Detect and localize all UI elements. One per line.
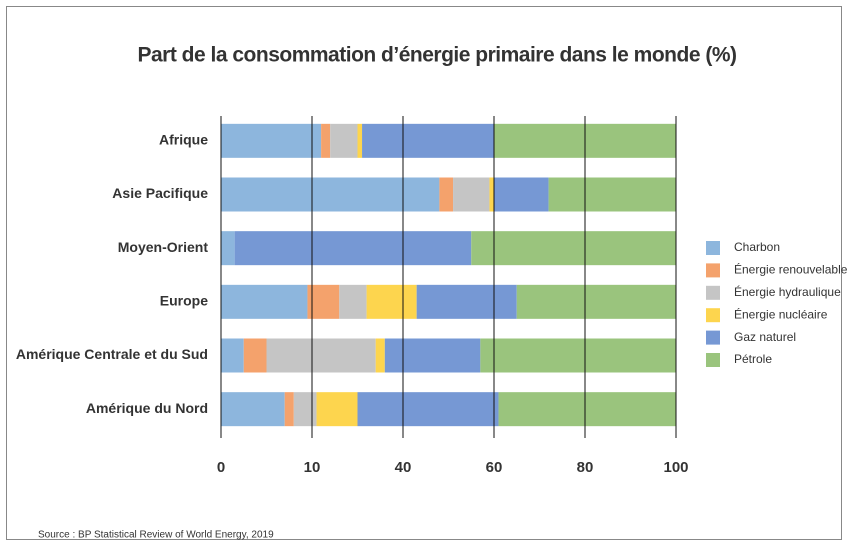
bar-segment [221, 338, 244, 373]
x-tick-label: 100 [663, 459, 688, 476]
bar-segment [316, 392, 358, 427]
y-tick-label: Amérique du Nord [86, 400, 208, 416]
bar-segment [330, 123, 358, 158]
bar-segment [384, 338, 481, 373]
bar-segment [366, 284, 417, 319]
bar-segment [221, 231, 235, 266]
legend-swatch [706, 330, 720, 345]
bar-segment [480, 338, 676, 373]
y-tick-label: Asie Pacifique [112, 185, 208, 201]
legend-swatch [706, 308, 720, 323]
bar-segment [339, 284, 367, 319]
frame [6, 6, 842, 540]
bar-segment [266, 338, 376, 373]
x-tick-label: 0 [217, 459, 225, 476]
y-tick-label: Europe [160, 293, 208, 309]
legend-swatch [706, 353, 720, 367]
bar-segment [375, 338, 385, 373]
legend-label: Énergie renouvelable [734, 262, 847, 277]
bar-segment [416, 284, 517, 319]
legend-swatch [706, 263, 720, 278]
legend-label: Charbon [734, 240, 780, 254]
bar-segment [221, 123, 322, 158]
bar-segment [494, 177, 549, 212]
source: Source : BP Statistical Review of World … [38, 530, 274, 541]
bar-segment [234, 231, 472, 266]
bar-segment [453, 177, 490, 212]
bar-segment [307, 284, 340, 319]
y-tick-label: Moyen-Orient [118, 239, 209, 255]
bar-segment [516, 284, 676, 319]
bar-segment [293, 392, 317, 427]
bar-segment [489, 177, 494, 212]
bar-segment [498, 392, 676, 427]
legend-label: Énergie hydraulique [734, 284, 841, 299]
y-tick-label: Afrique [159, 132, 208, 148]
bar-segment [221, 284, 308, 319]
bar-segment [471, 231, 676, 266]
bar-segment [357, 123, 363, 158]
chart-title: Part de la consommation d’énergie primai… [138, 44, 737, 67]
bar-segment [548, 177, 676, 212]
bar-segment [439, 177, 454, 212]
x-tick-label: 40 [395, 459, 412, 476]
x-tick-label: 10 [304, 459, 321, 476]
bar-segment [243, 338, 267, 373]
bar-segment [284, 392, 294, 427]
legend-swatch [706, 241, 720, 255]
bar-segment [321, 123, 331, 158]
legend-label: Gaz naturel [734, 330, 796, 344]
legend-label: Énergie nucléaire [734, 306, 828, 321]
y-tick-label: Amérique Centrale et du Sud [16, 346, 208, 362]
x-tick-label: 80 [577, 459, 594, 476]
legend-swatch [706, 285, 720, 300]
bar-segment [357, 392, 499, 427]
bar-segment [362, 123, 494, 158]
legend-label: Pétrole [734, 352, 772, 366]
x-tick-label: 60 [486, 459, 503, 476]
bar-segment [221, 177, 440, 212]
bar-segment [221, 392, 285, 427]
